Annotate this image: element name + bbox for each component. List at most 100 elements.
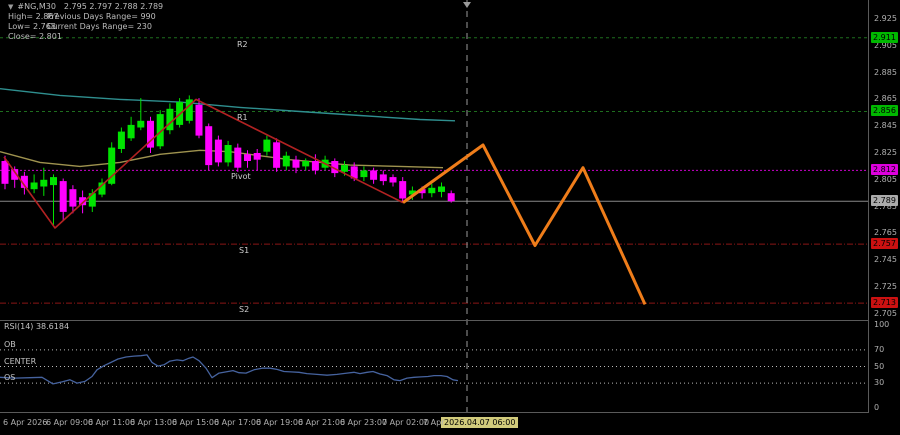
- candle-body: [370, 170, 378, 180]
- candle-body: [195, 104, 203, 136]
- vline-marker-icon: [463, 2, 471, 8]
- candle-body: [253, 153, 261, 160]
- rsi-scale-tick: 70: [874, 345, 885, 354]
- candle-body: [79, 197, 87, 206]
- pivot-label-pivot: Pivot: [231, 172, 251, 182]
- zigzag-line: [3, 98, 404, 229]
- price-tick: 2.705: [874, 309, 897, 318]
- price-badge: 2.911: [871, 32, 898, 43]
- time-tick-label: 6 Apr 2026: [3, 418, 48, 427]
- candle-body: [341, 165, 348, 172]
- stats-row: Close= 2.801: [8, 32, 163, 42]
- candle-body: [1, 161, 9, 184]
- price-tick: 2.925: [874, 14, 897, 23]
- chart-canvas[interactable]: [0, 0, 868, 412]
- price-tick: 2.845: [874, 121, 897, 130]
- panel-separator[interactable]: [0, 320, 900, 321]
- rsi-guide-label-os: OS: [4, 373, 16, 383]
- rsi-guide-label-ob: OB: [4, 339, 16, 349]
- time-tick-label: 6 Apr 23:00: [340, 418, 388, 427]
- rsi-scale-tick: 30: [874, 378, 885, 387]
- time-axis[interactable]: 2026.04.07 06:00 6 Apr 2026 6 Apr 09:00 6 …: [0, 413, 900, 435]
- price-tick: 2.785: [874, 202, 897, 211]
- time-tick-label: 6 Apr 17:00: [214, 418, 262, 427]
- candle-body: [137, 120, 145, 128]
- candle-body: [389, 177, 397, 183]
- candle-body: [292, 159, 300, 168]
- collapse-indicator-icon[interactable]: ▼: [8, 3, 14, 11]
- stat-curr-range: Current Days Range= 230: [47, 22, 152, 31]
- stats-row: Low= 2.768 Current Days Range= 230: [8, 22, 163, 32]
- candle-body: [399, 181, 407, 199]
- stat-prev-range: Previous Days Range= 990: [47, 12, 156, 21]
- candle-body: [428, 187, 436, 194]
- stat-close: Close= 2.801: [8, 32, 62, 41]
- pivot-label-r2: R2: [237, 39, 248, 49]
- candle-body: [234, 147, 242, 168]
- rsi-line: [0, 354, 459, 385]
- ma-teal-line: [0, 88, 456, 122]
- candle-body: [40, 179, 48, 187]
- candle-body: [69, 189, 77, 207]
- candle-body: [408, 190, 416, 195]
- candle-body: [331, 161, 339, 174]
- candle-body: [147, 120, 154, 148]
- stat-high: High= 2.867: [8, 12, 59, 21]
- price-tick: 2.905: [874, 41, 897, 50]
- time-tick-label: 6 Apr 09:00: [46, 418, 94, 427]
- pivot-label-s1: S1: [239, 246, 250, 256]
- rsi-guide-label-center: CENTER: [4, 356, 37, 366]
- pivot-label-s2: S2: [239, 305, 250, 315]
- candle-body: [59, 181, 67, 212]
- price-tick: 2.885: [874, 68, 897, 77]
- price-tick: 2.765: [874, 228, 897, 237]
- candle-body: [282, 155, 290, 167]
- price-tick: 2.725: [874, 282, 897, 291]
- candle-body: [185, 99, 193, 121]
- price-axis[interactable]: 2.925 2.905 2.885 2.865 2.845 2.825 2.805 2.785…: [869, 0, 900, 435]
- candle-body: [88, 193, 96, 207]
- price-badge: 2.713: [871, 297, 898, 308]
- rsi-indicator-label: RSI(14) 38.6184: [4, 322, 70, 331]
- candle-body: [20, 175, 28, 188]
- candle-body: [311, 161, 319, 171]
- time-tick-label: 6 Apr 15:00: [172, 418, 220, 427]
- time-tick-label: 6 Apr 11:00: [88, 418, 136, 427]
- time-tick-label: 7 Apr 02:00: [382, 418, 430, 427]
- time-tick-label: 6 Apr 13:00: [130, 418, 178, 427]
- candle-body: [273, 142, 281, 168]
- candle-body: [166, 108, 174, 131]
- symbol-info-box: ▼ #NG,M30 2.795 2.797 2.788 2.789 High= 2.…: [8, 2, 163, 42]
- candle-body: [50, 177, 57, 186]
- candle-body: [205, 126, 213, 166]
- projection-line: [402, 143, 647, 306]
- rsi-scale-tick: 100: [874, 320, 890, 329]
- candle-body: [302, 161, 310, 167]
- candle-body: [108, 147, 116, 184]
- candle-body: [30, 182, 38, 190]
- time-tick-label: 6 Apr 21:00: [298, 418, 346, 427]
- time-tick-label: 7 Apr: [423, 418, 445, 427]
- candle-body: [98, 182, 106, 195]
- symbol-title: #NG,M30: [17, 2, 56, 11]
- ma-khaki-line: [0, 149, 444, 169]
- price-badge: 2.757: [871, 238, 898, 249]
- candle-body: [447, 193, 455, 202]
- candle-body: [224, 145, 232, 163]
- candle-body: [360, 170, 368, 178]
- price-tick: 2.865: [874, 94, 897, 103]
- ohlc-readout: 2.795 2.797 2.788 2.789: [63, 2, 164, 11]
- candle-body: [350, 166, 358, 179]
- price-tick: 2.805: [874, 175, 897, 184]
- candle-body: [438, 186, 445, 192]
- candle-body: [379, 174, 387, 182]
- price-tick: 2.825: [874, 148, 897, 157]
- candle-body: [418, 189, 426, 194]
- price-badge: 2.812: [871, 164, 898, 175]
- price-badge: 2.789: [871, 195, 898, 206]
- stat-low: Low= 2.768: [8, 22, 56, 31]
- axis-separator: [0, 412, 900, 413]
- candle-body: [117, 131, 125, 149]
- candle-body: [11, 169, 19, 180]
